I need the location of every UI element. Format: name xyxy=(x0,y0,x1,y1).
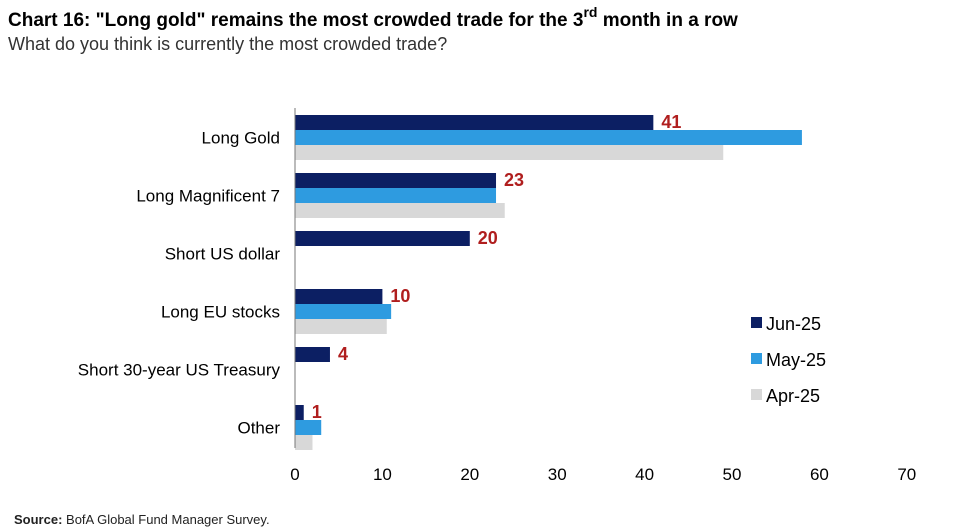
category-label-long-eu-stocks: Long EU stocks xyxy=(161,303,280,322)
data-label-long-gold: 41 xyxy=(661,112,681,132)
x-tick-label-50: 50 xyxy=(723,465,742,484)
legend-swatch-apr-25 xyxy=(751,389,762,400)
title-end: month in a row xyxy=(597,10,738,31)
bar-apr-25-other xyxy=(295,435,313,450)
x-tick-label-20: 20 xyxy=(460,465,479,484)
source-text: BofA Global Fund Manager Survey. xyxy=(62,512,270,527)
source-note: Source: BofA Global Fund Manager Survey. xyxy=(14,512,270,527)
data-label-short-30-year-us-treasury: 4 xyxy=(338,344,348,364)
bar-jun-25-long-magnificent-7 xyxy=(295,173,497,188)
x-tick-label-60: 60 xyxy=(810,465,829,484)
category-label-long-gold: Long Gold xyxy=(202,129,280,148)
x-tick-label-40: 40 xyxy=(635,465,654,484)
category-label-short-us-dollar: Short US dollar xyxy=(165,245,281,264)
title-superscript: rd xyxy=(583,4,598,20)
x-tick-label-30: 30 xyxy=(548,465,567,484)
bar-apr-25-long-eu-stocks xyxy=(295,319,387,334)
x-tick-label-0: 0 xyxy=(290,465,299,484)
data-label-short-us-dollar: 20 xyxy=(478,228,498,248)
bar-apr-25-long-magnificent-7 xyxy=(295,203,505,218)
data-label-long-eu-stocks: 10 xyxy=(390,286,410,306)
bar-jun-25-long-gold xyxy=(295,115,654,130)
bar-jun-25-short-30-year-us-treasury xyxy=(295,347,330,362)
data-label-other: 1 xyxy=(312,402,322,422)
category-label-short-30-year-us-treasury: Short 30-year US Treasury xyxy=(78,361,281,380)
legend-label-jun-25: Jun-25 xyxy=(766,314,821,334)
x-tick-label-70: 70 xyxy=(897,465,916,484)
legend-swatch-may-25 xyxy=(751,353,762,364)
chart-title: Chart 16: "Long gold" remains the most c… xyxy=(8,4,738,32)
category-label-long-magnificent-7: Long Magnificent 7 xyxy=(136,187,280,206)
bar-jun-25-long-eu-stocks xyxy=(295,289,383,304)
legend-label-apr-25: Apr-25 xyxy=(766,386,820,406)
bar-jun-25-other xyxy=(295,405,304,420)
category-label-other: Other xyxy=(237,419,280,438)
bar-may-25-other xyxy=(295,420,322,435)
legend-label-may-25: May-25 xyxy=(766,350,826,370)
data-label-long-magnificent-7: 23 xyxy=(504,170,524,190)
bar-apr-25-long-gold xyxy=(295,145,724,160)
bar-may-25-long-eu-stocks xyxy=(295,304,392,319)
legend-swatch-jun-25 xyxy=(751,317,762,328)
source-label: Source: xyxy=(14,512,63,527)
chart-subtitle: What do you think is currently the most … xyxy=(8,34,448,54)
title-main: Chart 16: "Long gold" remains the most c… xyxy=(8,10,584,31)
bar-may-25-long-magnificent-7 xyxy=(295,188,497,203)
bar-may-25-long-gold xyxy=(295,130,802,145)
bar-jun-25-short-us-dollar xyxy=(295,231,470,246)
x-tick-label-10: 10 xyxy=(373,465,392,484)
